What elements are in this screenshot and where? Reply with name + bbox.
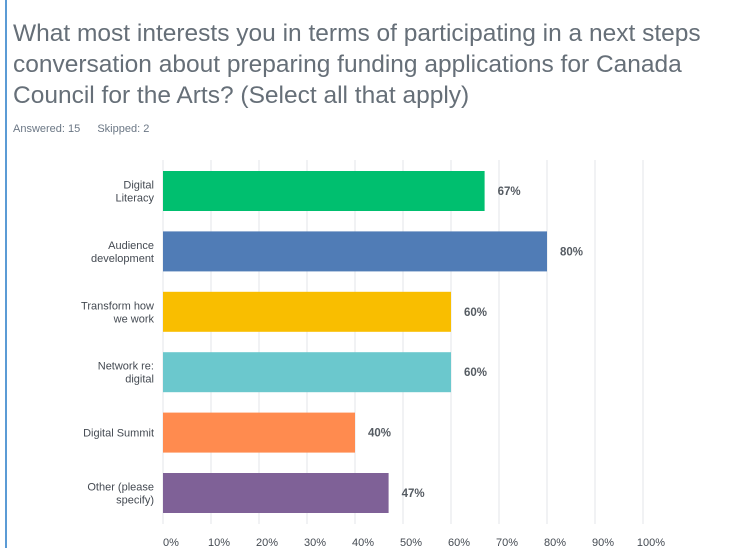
tick-label: 40% — [352, 537, 374, 548]
tick-label: 20% — [256, 537, 278, 548]
bar-3 — [163, 291, 451, 332]
category-label-line: Literacy — [115, 193, 154, 205]
category-label: Digital Summit — [83, 428, 154, 440]
tick-label: 10% — [208, 537, 230, 548]
tick-label: 100% — [637, 537, 665, 548]
tick-label: 60% — [448, 537, 470, 548]
bar-6 — [163, 473, 389, 513]
category-label-line: Other (please — [87, 482, 154, 494]
category-label-line: specify) — [116, 495, 154, 507]
category-label-line: digital — [125, 374, 154, 386]
tick-label: 0% — [163, 537, 179, 548]
chart-category-labels: Digital Literacy Audience development Transf… — [81, 180, 154, 507]
question-title: What most interests you in terms of part… — [13, 20, 701, 109]
value-label: 67% — [498, 186, 521, 198]
tick-label: 50% — [400, 537, 422, 548]
chart-value-labels: 67% 80% 60% 60% 40% 47% — [368, 186, 583, 500]
category-label-line: Transform how — [81, 300, 154, 312]
value-label: 60% — [464, 367, 487, 379]
response-stats: Answered: 15 Skipped: 2 — [13, 123, 163, 135]
tick-label: 30% — [304, 537, 326, 548]
tick-label: 70% — [496, 537, 518, 548]
category-label: Transform how we work — [81, 300, 154, 325]
tick-label: 90% — [592, 537, 614, 548]
value-label: 40% — [368, 428, 391, 440]
category-label-line: Digital — [123, 180, 154, 192]
question-panel — [5, 0, 742, 548]
bar-4 — [163, 352, 451, 393]
category-label: Digital Literacy — [115, 180, 154, 205]
skipped-count: Skipped: 2 — [97, 123, 150, 135]
chart-gridlines — [162, 160, 644, 524]
category-label: Audience development — [91, 240, 154, 265]
bar-1 — [163, 171, 485, 211]
category-label: Other (please specify) — [87, 482, 154, 507]
value-label: 80% — [560, 246, 583, 258]
value-label: 47% — [402, 488, 425, 500]
category-label-line: Digital Summit — [83, 428, 154, 440]
value-label: 60% — [464, 307, 487, 319]
tick-label: 80% — [544, 537, 566, 548]
answered-count: Answered: 15 — [13, 123, 81, 135]
category-label-line: Audience — [108, 240, 154, 252]
chart-bars — [163, 171, 547, 513]
category-label-line: Network re: — [98, 361, 154, 373]
category-label-line: development — [91, 253, 154, 265]
category-label-line: we work — [113, 313, 155, 325]
category-label: Network re: digital — [98, 361, 154, 386]
chart-x-axis: 0% 10% 20% 30% 40% 50% 60% 70% 80% 90% 100% — [163, 537, 665, 548]
bar-5 — [163, 412, 355, 453]
bar-2 — [163, 231, 547, 272]
